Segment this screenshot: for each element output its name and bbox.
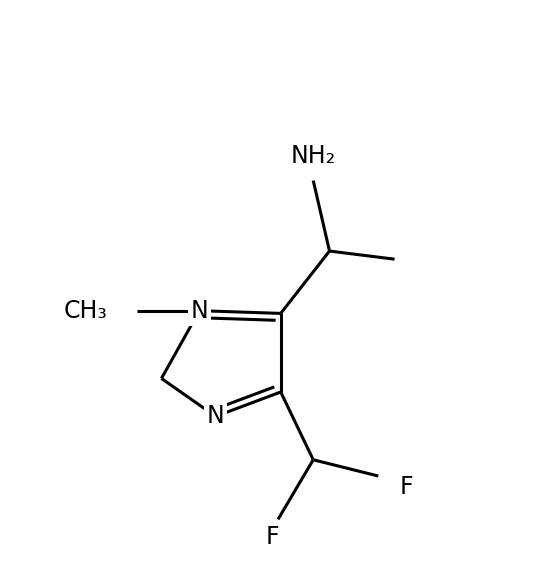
Text: F: F — [400, 475, 414, 499]
Text: N: N — [191, 299, 208, 323]
Text: N: N — [207, 405, 225, 428]
Text: NH₂: NH₂ — [291, 144, 336, 168]
Text: CH₃: CH₃ — [63, 299, 107, 323]
Text: F: F — [266, 525, 280, 549]
